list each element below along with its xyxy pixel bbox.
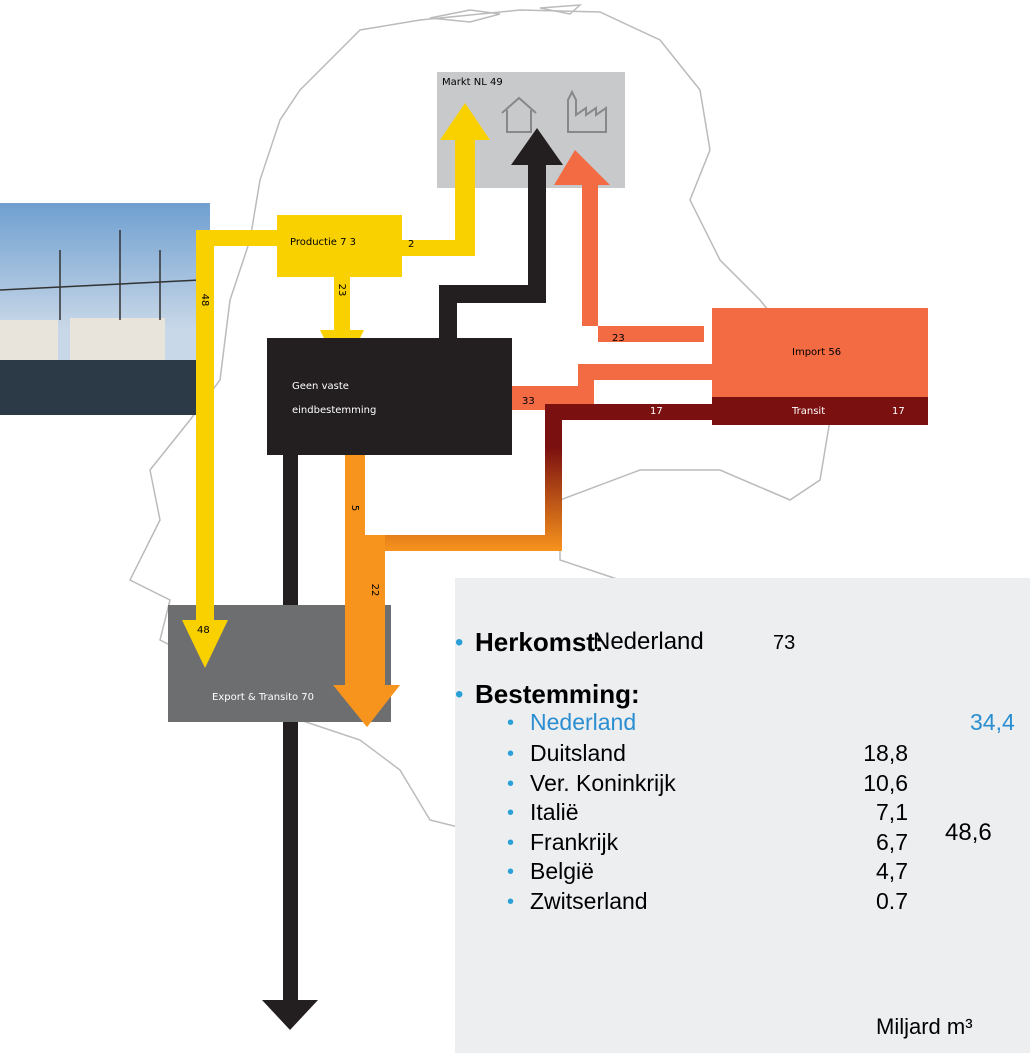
country: Italië — [530, 799, 579, 826]
country: Frankrijk — [530, 829, 618, 856]
unit-label: Miljard m³ — [876, 1014, 973, 1040]
bullet: • — [455, 629, 463, 657]
country-value: 18,8 — [828, 740, 908, 767]
photo-water — [0, 360, 210, 415]
country: Duitsland — [530, 740, 626, 767]
markt-label: Markt NL 49 — [442, 77, 503, 88]
home-country: Nederland — [530, 709, 636, 736]
bullet: • — [455, 681, 463, 709]
productie-label: Productie 7 3 — [290, 237, 356, 248]
bullet: • — [507, 861, 514, 884]
flow-label: 23 — [612, 333, 625, 344]
export-label: Export & Transito 70 — [212, 692, 314, 703]
photo-tank — [0, 320, 58, 365]
country: België — [530, 858, 594, 885]
info-panel: • Herkomst: Nederland 73 • Bestemming: •… — [455, 578, 1030, 1053]
bullet: • — [507, 712, 514, 735]
country-value: 4,7 — [828, 858, 908, 885]
bullet: • — [507, 743, 514, 766]
map-island — [430, 5, 580, 22]
flow-label: 2 — [408, 239, 414, 250]
photo-tank — [70, 318, 165, 365]
flow-label: 33 — [522, 396, 535, 407]
bullet: • — [507, 891, 514, 914]
country-value: 0.7 — [828, 888, 908, 915]
geen-vaste-label: eindbestemming — [292, 405, 376, 416]
flow-label: 5 — [349, 505, 360, 511]
flow-productie-export — [182, 230, 277, 668]
herkomst-label: Herkomst: — [475, 627, 604, 658]
country-value: 10,6 — [828, 770, 908, 797]
bullet: • — [507, 832, 514, 855]
country-value: 6,7 — [828, 829, 908, 856]
flow-import-markt — [554, 150, 704, 342]
flow-label: 48 — [197, 625, 210, 636]
geen-vaste-label: Geen vaste — [292, 381, 349, 392]
total-value: 48,6 — [945, 819, 992, 847]
transit-value: 17 — [892, 406, 905, 417]
geen-vaste-box — [267, 338, 512, 455]
flow-label: 48 — [199, 294, 210, 307]
slide: Markt NL 49 Geen vaste eindbestemming Pr… — [0, 0, 1030, 1053]
country: Zwitserland — [530, 888, 648, 915]
bullet: • — [507, 773, 514, 796]
bestemming-label: Bestemming: — [475, 679, 640, 710]
import-label: Import 56 — [792, 347, 841, 358]
herkomst-country: Nederland — [593, 628, 704, 656]
transit-label: Transit — [791, 406, 825, 417]
bullet: • — [507, 802, 514, 825]
country-value: 7,1 — [828, 799, 908, 826]
flow-geen-export-black — [283, 455, 298, 605]
flow-label: 22 — [369, 584, 380, 597]
country: Ver. Koninkrijk — [530, 770, 676, 797]
flow-label: 17 — [650, 406, 663, 417]
home-value: 34,4 — [970, 709, 1015, 736]
herkomst-value: 73 — [773, 632, 795, 655]
flow-label: 23 — [336, 284, 347, 297]
